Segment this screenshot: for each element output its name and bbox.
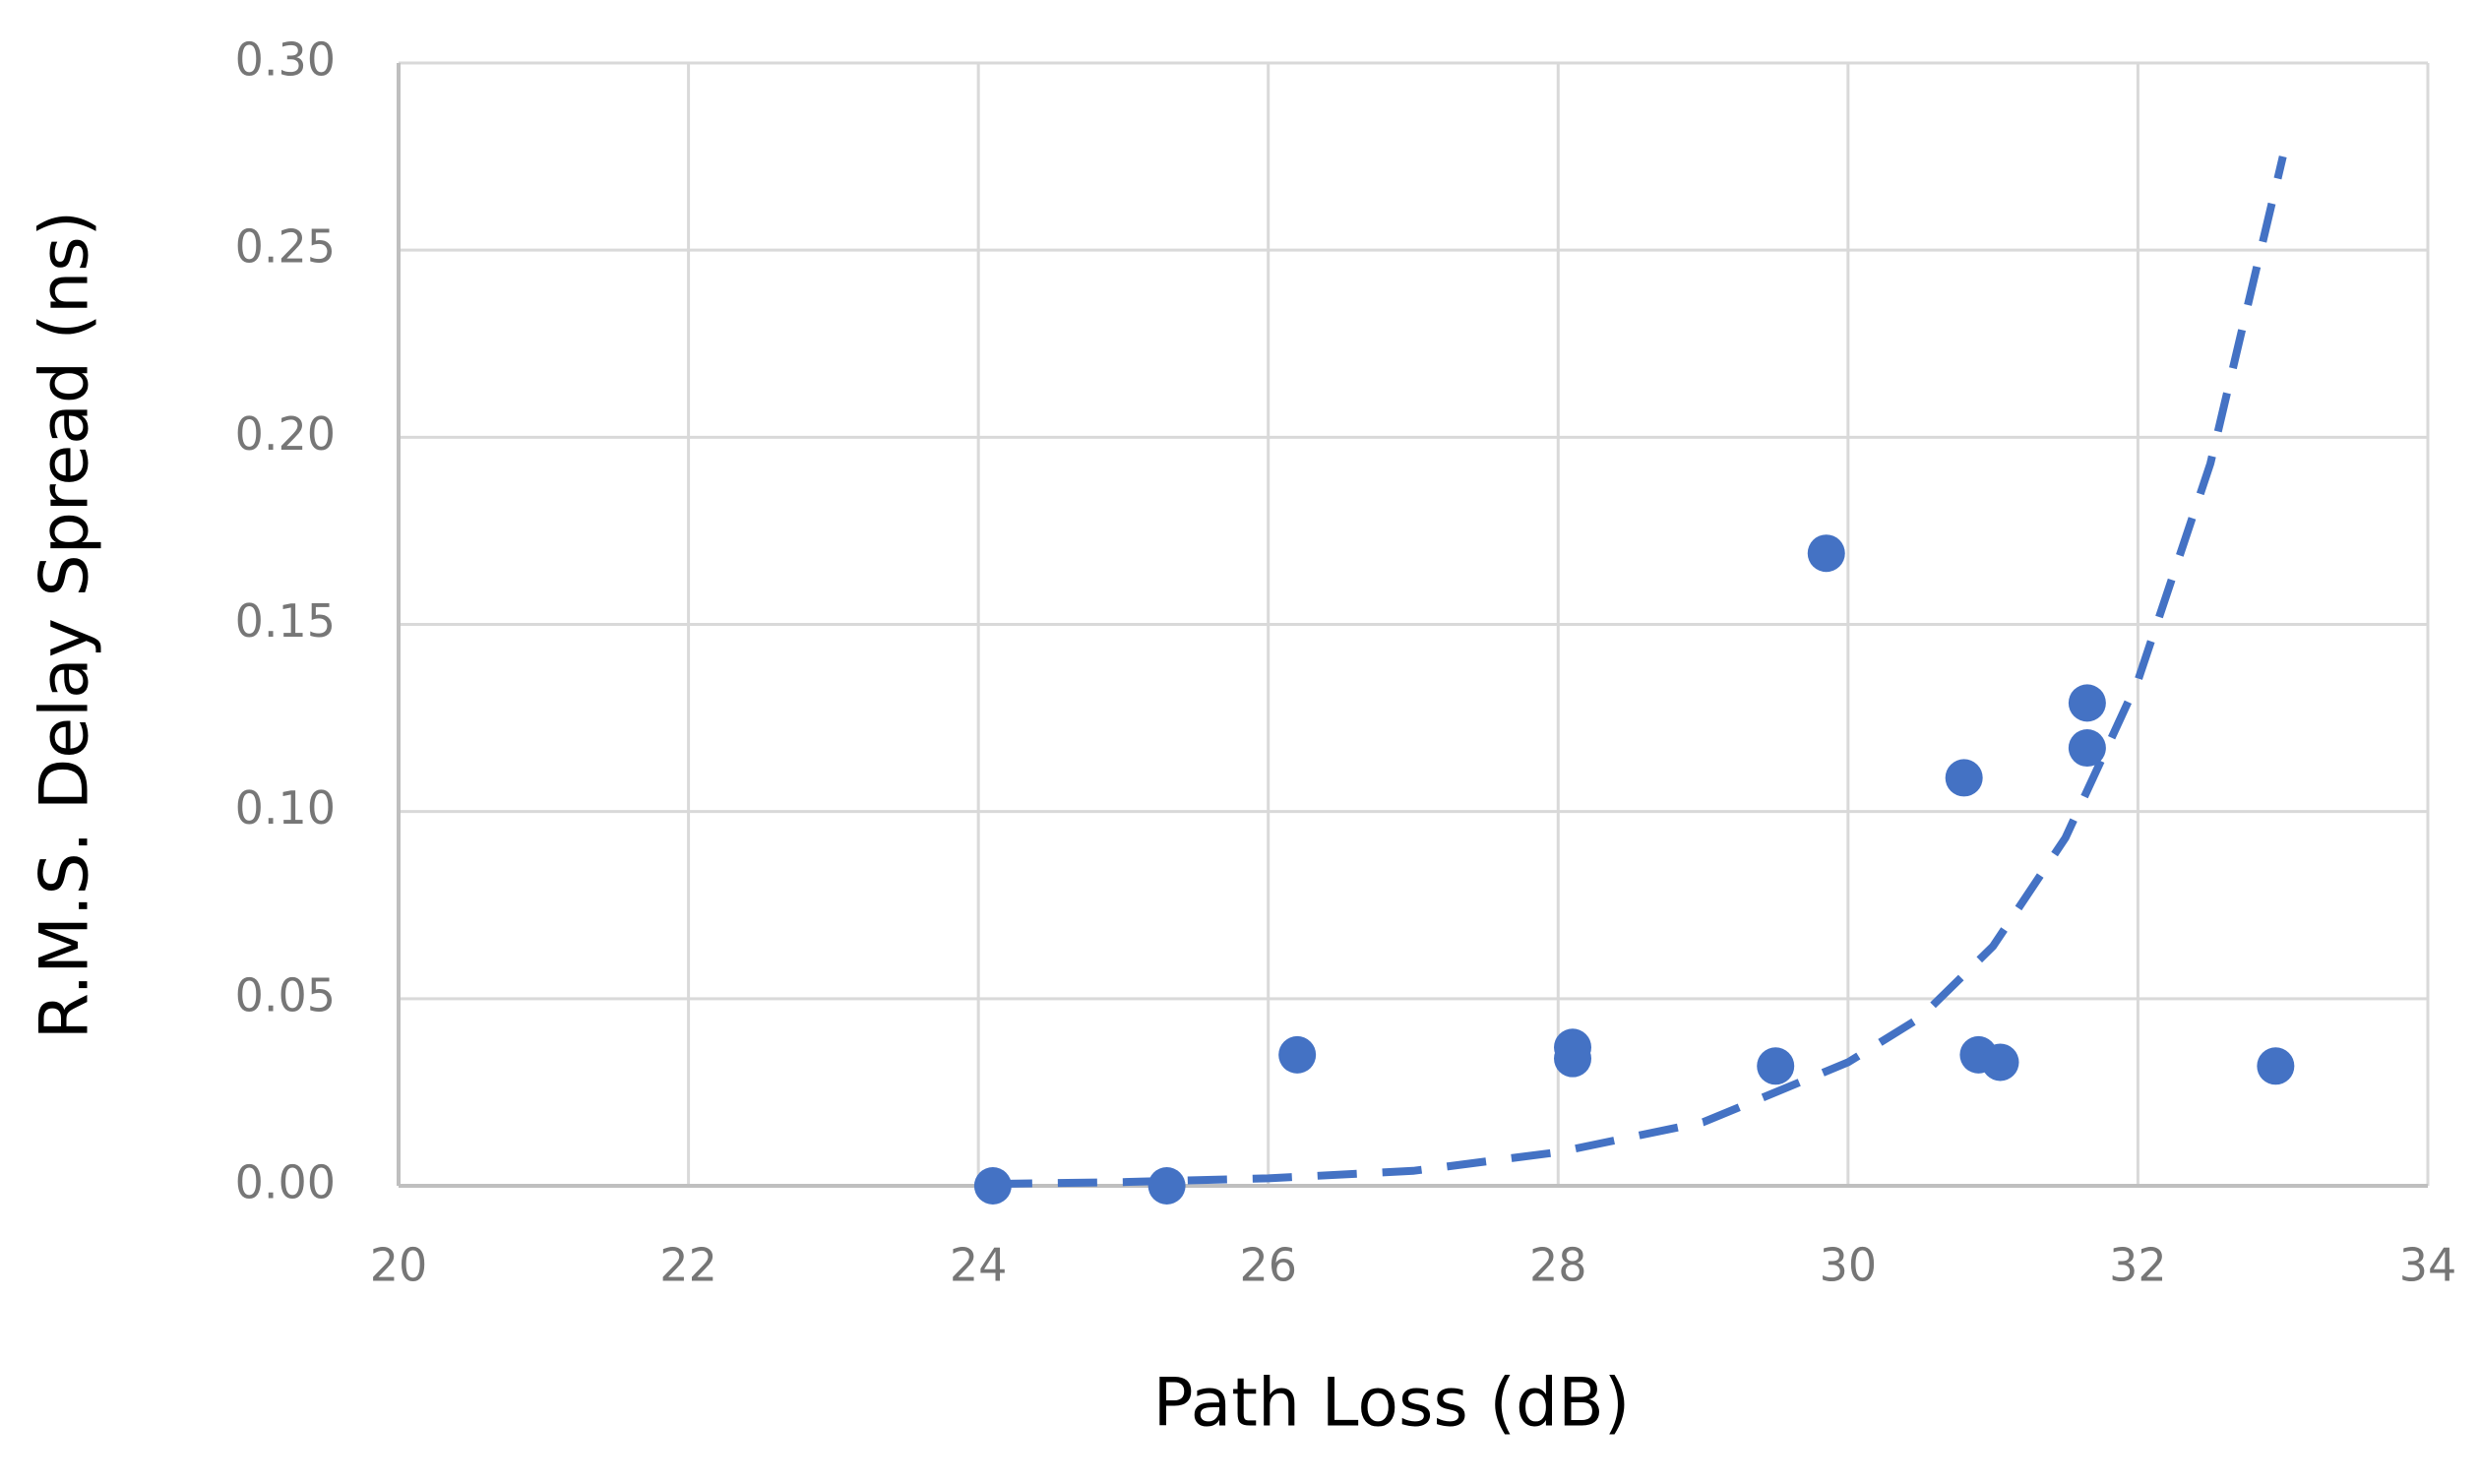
- y-tick-label: 0.00: [235, 1156, 336, 1209]
- scatter-point: [1757, 1047, 1795, 1085]
- scatter-point: [1807, 534, 1845, 573]
- x-tick-label: 20: [370, 1239, 428, 1292]
- y-tick-label: 0.15: [235, 594, 336, 648]
- scatter-point: [1147, 1167, 1186, 1205]
- scatter-point: [1945, 759, 1983, 797]
- x-axis-title: Path Loss (dB): [1153, 1365, 1631, 1443]
- scatter-point: [1554, 1039, 1592, 1078]
- y-tick-label: 0.25: [235, 220, 336, 274]
- x-tick-label: 34: [2399, 1239, 2457, 1292]
- y-axis-title: R.M.S. Delay Spread (ns): [27, 211, 104, 1039]
- x-tick-label: 24: [950, 1239, 1008, 1292]
- scatter-point: [1278, 1035, 1317, 1074]
- trendline: [992, 155, 2287, 1189]
- x-tick-label: 30: [1820, 1239, 1878, 1292]
- scatter-point: [973, 1167, 1012, 1205]
- x-tick-label: 22: [659, 1239, 717, 1292]
- y-tick-label: 0.30: [235, 33, 336, 87]
- x-tick-label: 32: [2109, 1239, 2167, 1292]
- y-tick-label: 0.05: [235, 968, 336, 1021]
- scatter-point: [2068, 729, 2106, 768]
- y-tick-label: 0.20: [235, 407, 336, 461]
- scatter-point: [2257, 1047, 2295, 1085]
- scatter-point: [1981, 1043, 2019, 1082]
- scatter-point: [2068, 684, 2106, 722]
- y-tick-label: 0.10: [235, 781, 336, 835]
- x-tick-label: 28: [1529, 1239, 1587, 1292]
- x-tick-label: 26: [1239, 1239, 1297, 1292]
